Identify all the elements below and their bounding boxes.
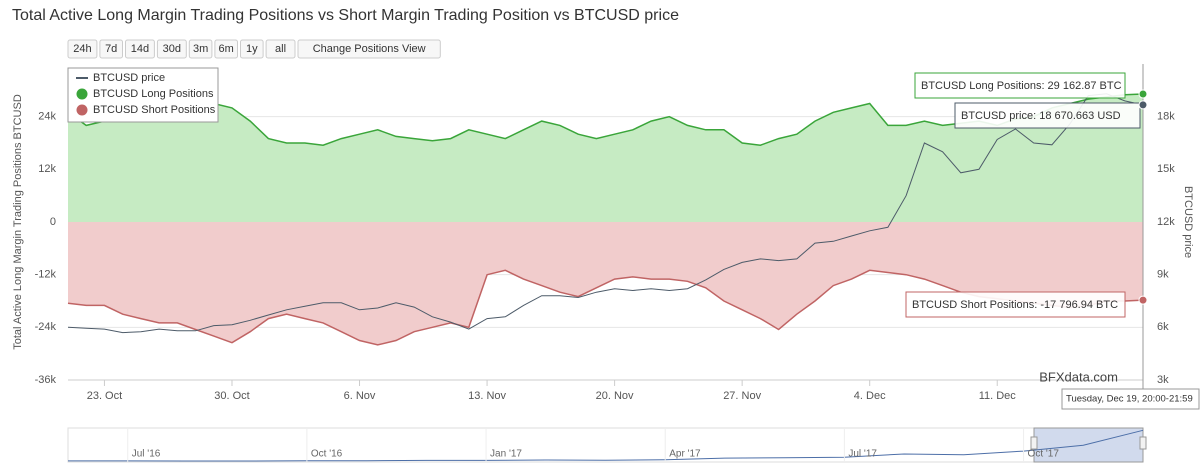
y2-tick-label: 3k	[1157, 374, 1169, 386]
range-button[interactable]	[99, 39, 124, 59]
legend-label: BTCUSD Short Positions	[93, 104, 216, 116]
range-button-label[interactable]: Change Positions View	[313, 43, 426, 55]
tooltip-text: Tuesday, Dec 19, 20:00-21:59	[1066, 394, 1193, 405]
range-button[interactable]	[156, 39, 187, 59]
range-button[interactable]	[265, 39, 296, 59]
y2-tick-label: 15k	[1157, 163, 1175, 175]
navigator-label: Jan '17	[490, 449, 522, 460]
navigator-handle[interactable]	[1139, 436, 1147, 450]
navigator-label: Jul '17	[848, 449, 877, 460]
y-tick-label: -36k	[35, 374, 57, 386]
range-button[interactable]	[188, 39, 213, 59]
range-button-label[interactable]: all	[275, 43, 286, 55]
tooltip-box	[1061, 388, 1200, 410]
range-button[interactable]	[297, 39, 441, 59]
legend-symbol	[76, 104, 88, 116]
range-button-label[interactable]: 1y	[246, 43, 258, 55]
x-tick-label: 4. Dec	[854, 390, 886, 402]
y-tick-label: -12k	[35, 269, 57, 281]
x-tick-label: 11. Dec	[979, 390, 1017, 402]
legend-box	[67, 67, 219, 123]
tooltip-box	[905, 291, 1126, 318]
y2-axis-label: BTCUSD price	[1182, 186, 1194, 258]
tooltip-text: BTCUSD Short Positions: -17 796.94 BTC	[912, 299, 1118, 311]
range-button[interactable]	[67, 39, 98, 59]
y-tick-label: -24k	[35, 321, 57, 333]
x-tick-label: 27. Nov	[723, 390, 761, 402]
legend-symbol	[76, 88, 88, 100]
navigator-line	[68, 429, 1144, 462]
y2-tick-label: 12k	[1157, 216, 1175, 228]
legend-label: BTCUSD price	[93, 72, 165, 84]
tooltip-box	[914, 72, 1126, 99]
navigator-label: Oct '17	[1028, 449, 1060, 460]
x-tick-label: 6. Nov	[344, 390, 376, 402]
x-tick-label: 30. Oct	[214, 390, 249, 402]
navigator-label: Oct '16	[311, 449, 343, 460]
x-tick-label: 20. Nov	[596, 390, 634, 402]
y2-tick-label: 9k	[1157, 269, 1169, 281]
hover-marker	[1138, 100, 1148, 110]
range-button-label[interactable]: 7d	[105, 43, 117, 55]
legend-label: BTCUSD Long Positions	[93, 88, 214, 100]
price-line	[67, 93, 1144, 334]
range-button[interactable]	[214, 39, 238, 59]
chart-title: Total Active Long Margin Trading Positio…	[12, 7, 679, 24]
range-button-label[interactable]: 24h	[73, 43, 91, 55]
y2-tick-label: 18k	[1157, 111, 1175, 123]
y-tick-label: 0	[50, 216, 56, 228]
navigator-selection	[1033, 427, 1144, 463]
range-button-label[interactable]: 14d	[131, 43, 149, 55]
x-tick-label: 13. Nov	[468, 390, 506, 402]
navigator-frame	[67, 427, 1144, 463]
hover-marker	[1138, 89, 1148, 99]
credit: BFXdata.com	[1039, 369, 1118, 384]
area-fill	[68, 94, 1143, 222]
range-button[interactable]	[240, 39, 264, 59]
tooltip-text: BTCUSD price: 18 670.663 USD	[961, 110, 1121, 122]
tooltip-box	[954, 102, 1141, 129]
range-button-label[interactable]: 30d	[163, 43, 181, 55]
range-button-label[interactable]: 6m	[219, 43, 234, 55]
x-tick-label: 23. Oct	[87, 390, 122, 402]
hover-marker	[1138, 295, 1148, 305]
y-axis-label: Total Active Long Margin Trading Positio…	[12, 94, 24, 350]
range-button-label[interactable]: 3m	[193, 43, 208, 55]
navigator-handle[interactable]	[1030, 436, 1038, 450]
navigator-label: Jul '16	[132, 449, 161, 460]
area-fill	[68, 222, 1143, 345]
range-button[interactable]	[125, 39, 155, 59]
navigator-label: Apr '17	[669, 449, 701, 460]
y-tick-label: 12k	[38, 163, 56, 175]
y2-tick-label: 6k	[1157, 321, 1169, 333]
tooltip-text: BTCUSD Long Positions: 29 162.87 BTC	[921, 80, 1122, 92]
y-tick-label: 24k	[38, 111, 56, 123]
